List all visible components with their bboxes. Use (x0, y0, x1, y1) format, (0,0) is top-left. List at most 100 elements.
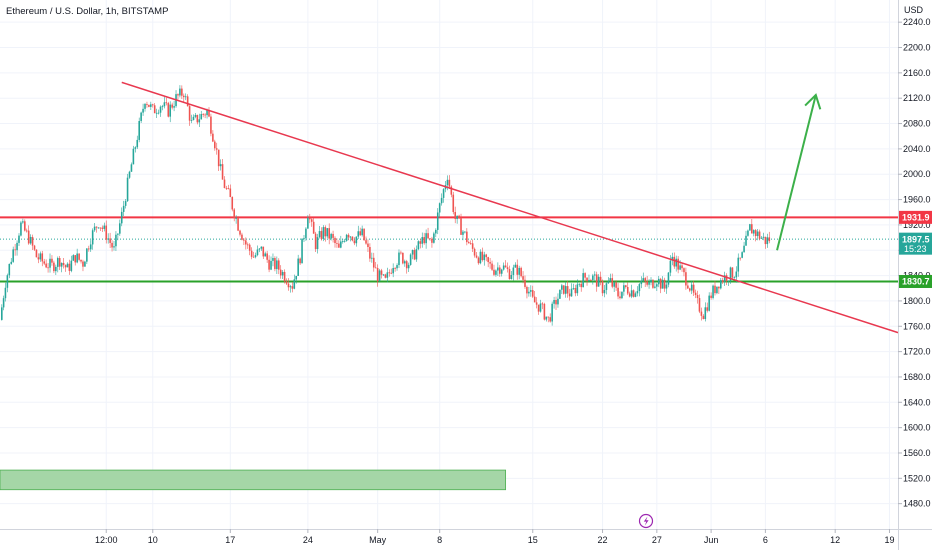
candle-body (475, 255, 478, 258)
candle-body (76, 253, 78, 263)
candle-body (599, 276, 602, 281)
candle-body (436, 212, 439, 230)
candle-body (663, 279, 666, 289)
candle-body (43, 261, 46, 264)
candle-body (107, 238, 109, 240)
candle-body (41, 253, 44, 262)
candle-body (458, 215, 460, 219)
candle-body (33, 245, 36, 250)
candle-body (132, 148, 135, 165)
candle-body (537, 304, 540, 312)
candle-body (18, 235, 20, 243)
candle-body (324, 227, 327, 237)
candle-body (531, 290, 534, 297)
candle-body (452, 194, 455, 213)
candle-body (586, 277, 588, 282)
candle-body (204, 114, 206, 116)
candle-body (479, 251, 482, 264)
candle-body (198, 119, 201, 123)
candle-body (322, 227, 325, 239)
candle-body (656, 284, 658, 287)
candle-body (498, 267, 501, 274)
candle-body (62, 262, 65, 266)
candle-body (258, 248, 261, 250)
y-tick-label: 2200.0 (903, 43, 931, 53)
candle-body (574, 288, 577, 294)
candle-body (95, 226, 98, 228)
candle-body (667, 272, 670, 285)
candle-body (743, 245, 745, 253)
candle-body (374, 267, 377, 269)
candle-body (522, 276, 524, 280)
candle-body (681, 265, 683, 269)
candle-body (403, 261, 406, 264)
candle-body (590, 279, 592, 281)
candle-body (555, 299, 557, 305)
target-zone[interactable] (0, 469, 507, 491)
candle-body (438, 203, 441, 213)
candle-body (264, 253, 267, 257)
candle-body (314, 233, 317, 250)
candle-body (413, 249, 416, 260)
candle-body (729, 267, 732, 281)
candle-body (741, 252, 743, 258)
candle-body (446, 179, 449, 186)
y-tick-label: 1800.0 (903, 296, 931, 306)
candle-body (22, 221, 24, 223)
y-tick-label: 1600.0 (903, 423, 931, 433)
candle-body (215, 148, 218, 150)
candle-body (435, 229, 437, 234)
y-tick-label: 1960.0 (903, 195, 931, 205)
candle-body (196, 114, 199, 123)
candle-body (182, 95, 185, 98)
candle-body (500, 269, 503, 274)
candle-body (491, 263, 493, 270)
candle-body (621, 291, 623, 299)
candle-body (473, 248, 476, 256)
candle-body (723, 275, 726, 283)
candle-body (526, 286, 528, 294)
price-badges: 1931.9 1830.7 1897.515:23 (899, 210, 932, 288)
candle-body (365, 240, 367, 244)
candle-body (283, 271, 286, 282)
candle-body (171, 104, 173, 108)
candle-body (454, 212, 457, 219)
candle-body (745, 235, 747, 246)
y-tick-label: 1560.0 (903, 448, 931, 458)
candle-body (615, 282, 617, 288)
x-tick-label: 12:00 (95, 535, 118, 545)
candle-body (297, 258, 299, 276)
candle-body (25, 230, 28, 232)
candle-body (359, 231, 362, 236)
candle-body (312, 221, 315, 234)
candle-body (285, 281, 288, 284)
candle-body (716, 286, 718, 294)
candle-body (78, 253, 80, 260)
candle-body (353, 240, 356, 244)
y-tick-label: 2160.0 (903, 68, 931, 78)
candle-body (625, 285, 627, 288)
trendline[interactable] (121, 81, 899, 334)
candle-body (212, 133, 214, 142)
candle-body (89, 244, 92, 250)
candle-body (241, 234, 243, 240)
candle-body (535, 302, 538, 305)
candle-body (291, 286, 294, 289)
candle-body (382, 274, 385, 276)
projection-arrow[interactable] (776, 94, 817, 251)
candle-body (735, 271, 738, 278)
event-icons[interactable] (638, 513, 654, 529)
candle-body (97, 227, 100, 229)
x-tick-label: Jun (704, 535, 719, 545)
candle-body (582, 273, 584, 288)
x-tick-label: 17 (225, 535, 235, 545)
candle-body (14, 249, 16, 251)
candle-body (440, 197, 443, 204)
candle-body (122, 205, 125, 212)
candle-body (140, 112, 142, 122)
level-lines (0, 216, 898, 283)
candle-body (564, 286, 567, 294)
candle-body (626, 287, 629, 294)
